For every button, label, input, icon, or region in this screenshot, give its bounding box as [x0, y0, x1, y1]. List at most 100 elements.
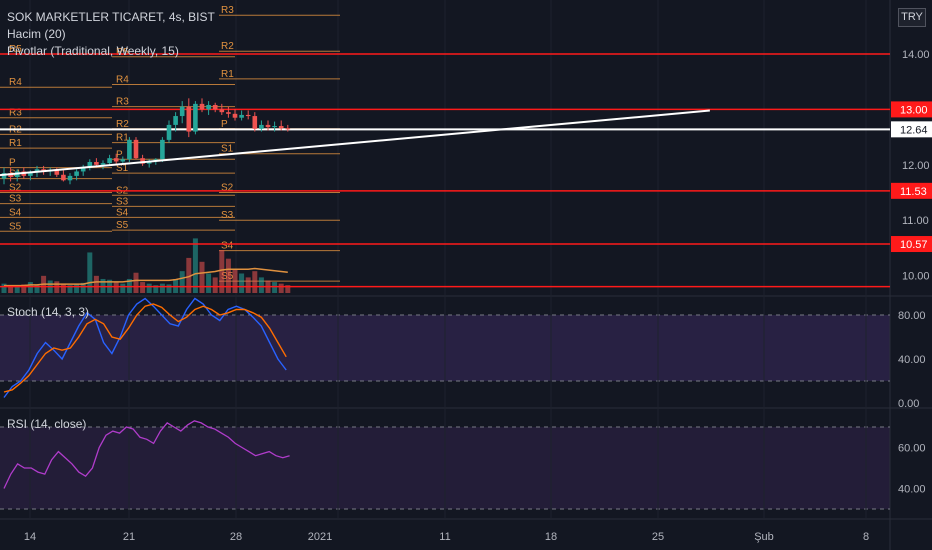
volume-bar [113, 282, 119, 293]
candle-body [100, 163, 106, 165]
candle-body [120, 159, 126, 162]
candle-body [113, 158, 119, 162]
time-tick-label: 8 [863, 531, 869, 543]
volume-bar [140, 282, 146, 293]
pivot-label-p: P [9, 158, 16, 169]
volume-bar [21, 284, 27, 293]
time-axis[interactable]: 14 21 28 2021 11 18 25 Şub 8 [24, 531, 869, 543]
stoch-tick-label: 40.00 [898, 354, 926, 366]
candle-body [259, 124, 264, 129]
price-tag [891, 101, 932, 118]
volume-bar [74, 284, 80, 293]
volume-bar [192, 238, 198, 293]
volume-bar [206, 273, 212, 293]
pivot-label-p: P [116, 149, 123, 160]
grid [29, 0, 867, 519]
candle-body [160, 139, 165, 160]
candle-body [278, 126, 284, 129]
volume-bar [199, 261, 205, 293]
time-tick-label: 28 [230, 531, 242, 543]
rsi-legend[interactable]: RSI (14, close) [7, 417, 87, 431]
currency-button[interactable]: TRY [898, 8, 926, 27]
stoch-tick-label: 80.00 [898, 310, 926, 322]
pivot-label-s2: S2 [9, 183, 22, 194]
volume-bar [67, 285, 73, 293]
volume-bar [14, 285, 20, 293]
candle-body [166, 124, 172, 140]
time-tick-label: 2021 [308, 531, 332, 543]
pivot-label-r2: R2 [221, 41, 234, 52]
candle-body [285, 128, 291, 130]
candle-body [94, 162, 99, 165]
candle-body [239, 114, 244, 118]
candle-body [272, 126, 277, 128]
pivot-label-r3: R3 [9, 108, 22, 119]
volume-bar [80, 282, 86, 293]
volume-bar [285, 285, 291, 293]
candle-body [146, 161, 152, 164]
candle-body [133, 139, 139, 159]
pivot-label-r1: R1 [116, 133, 129, 144]
time-tick-label: 18 [545, 531, 557, 543]
candle-body [140, 158, 145, 164]
rsi-tick-label: 40.00 [898, 484, 926, 496]
stoch-d-line [3, 303, 287, 393]
candle-body [74, 171, 79, 176]
volume-bar [34, 285, 40, 293]
price-tick-label: 14.00 [902, 49, 930, 61]
rsi-line [3, 420, 290, 489]
candle-body [226, 112, 231, 114]
volume-bar [278, 283, 284, 293]
candle-body [61, 174, 66, 181]
trendline[interactable] [0, 109, 710, 181]
volume-bar [186, 257, 192, 293]
candle-body [1, 173, 7, 179]
volume-bar [252, 271, 258, 293]
volume-bar [133, 272, 139, 293]
candle-body [127, 139, 132, 160]
volume-legend[interactable]: Hacim (20) [7, 27, 66, 41]
candle-body [193, 103, 198, 132]
candle-body [107, 158, 112, 164]
rsi-tick-label: 60.00 [898, 443, 926, 455]
pivot-label-r3: R3 [221, 5, 234, 16]
volume-bar [27, 282, 33, 293]
volume-bar [159, 283, 165, 293]
time-tick-label: 11 [439, 531, 450, 543]
trend-line [0, 109, 710, 177]
volume-bar [212, 277, 218, 293]
volume-bar [1, 283, 7, 293]
volume-ma-line [4, 267, 288, 287]
horizontal-levels[interactable] [0, 53, 890, 288]
volume-bar [179, 271, 185, 293]
price-tick-label: 11.00 [902, 215, 929, 227]
candle-body [80, 167, 86, 172]
candle-body [28, 172, 33, 176]
stoch-lines [3, 297, 287, 398]
pivot-label-s5: S5 [116, 220, 129, 231]
pivot-label-r5: R5 [9, 44, 22, 55]
volume-bar [153, 285, 159, 293]
volume-bar [239, 273, 245, 293]
candle-body [252, 116, 258, 129]
price-tag-label: 10.57 [900, 239, 928, 251]
pivot-legend[interactable]: Pivotlar (Traditional, Weekly, 15) [7, 44, 179, 58]
candle-body [219, 109, 225, 113]
pivot-label-s4: S4 [9, 207, 22, 218]
pivot-label-p: P [221, 119, 228, 130]
candle-body [212, 104, 218, 110]
pivot-label-s3: S3 [221, 210, 234, 221]
pivot-label-s1: S1 [221, 144, 234, 155]
time-tick-label: 25 [652, 531, 664, 543]
volume-bar [8, 285, 14, 293]
pivot-label-s3: S3 [9, 194, 22, 205]
price-tags: 13.00 12.64 11.53 10.57 [891, 101, 932, 253]
pivot-label-r1: R1 [221, 69, 234, 80]
pivot-label-r4: R4 [116, 74, 129, 85]
stoch-legend[interactable]: Stoch (14, 3, 3) [7, 305, 90, 319]
price-tag-label: 11.53 [900, 186, 927, 198]
pivot-label-r4: R4 [9, 77, 22, 88]
volume-bar [87, 252, 93, 293]
candle-body [186, 106, 192, 132]
